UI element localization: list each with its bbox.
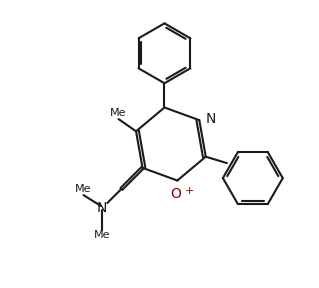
Text: Me: Me [75, 184, 92, 194]
Text: +: + [184, 186, 194, 196]
Text: N: N [97, 201, 108, 215]
Text: O: O [170, 187, 182, 201]
Text: Me: Me [94, 230, 110, 240]
Text: N: N [205, 112, 216, 126]
Text: Me: Me [110, 108, 127, 118]
